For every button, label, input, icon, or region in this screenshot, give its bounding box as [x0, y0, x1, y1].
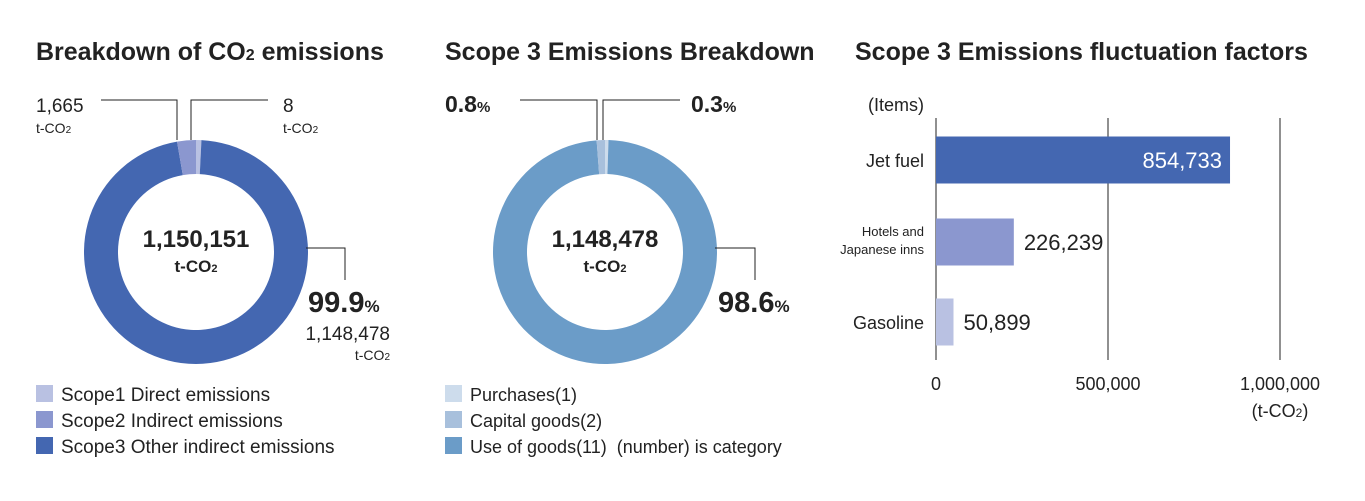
category-label: Gasoline: [853, 313, 924, 333]
slice-capital-goods: [596, 140, 605, 175]
chart2-title: Scope 3 Emissions Breakdown: [445, 38, 815, 66]
slice-purchases: [492, 140, 717, 365]
chart1-scope3-unit: t-CO2: [355, 347, 391, 363]
chart1-scope1-leader: [190, 99, 268, 140]
category-label: Japanese inns: [840, 242, 924, 257]
chart2-use-pct: 0.3%: [691, 91, 736, 117]
chart2-use-leader: [602, 99, 680, 140]
category-label: Jet fuel: [866, 151, 924, 171]
legend-label-purchases: Purchases(1): [470, 385, 577, 405]
chart1-scope2-leader: [101, 99, 178, 140]
bar-value-label: 50,899: [964, 310, 1031, 335]
x-tick-label: 500,000: [1075, 374, 1140, 394]
chart1-scope1-value: 8: [283, 96, 294, 117]
slice-use-of-goods: [605, 140, 609, 175]
x-tick-label: 0: [931, 374, 941, 394]
legend-swatch-scope1: [36, 385, 53, 402]
chart2-donut: [492, 140, 717, 365]
chart2-purchases-leader: [715, 247, 756, 280]
chart2-center-unit: t-CO2: [584, 257, 627, 276]
chart1-scope3-value: 1,148,478: [305, 324, 390, 345]
chart2-capital-leader: [520, 99, 598, 140]
slice-scope3: [84, 140, 309, 365]
legend-swatch-scope2: [36, 411, 53, 428]
slice-scope1: [196, 140, 202, 175]
chart2-capital-pct: 0.8%: [445, 91, 490, 117]
x-tick-label: 1,000,000: [1240, 374, 1320, 394]
chart3-plot: 0 500,000 1,000,000 854,733 Jet fuel 226,239 H…: [840, 118, 1320, 394]
legend-swatch-scope3: [36, 437, 53, 454]
chart1-scope3-leader: [306, 247, 346, 280]
legend-label-scope1: Scope1 Direct emissions: [61, 385, 270, 406]
legend-swatch-use-of-goods: [445, 437, 462, 454]
chart-scope3-breakdown: Scope 3 Emissions Breakdown 1,148,478 t-…: [445, 38, 815, 457]
slice-scope2: [177, 140, 196, 176]
legend-swatch-purchases: [445, 385, 462, 402]
chart-fluctuation-factors: Scope 3 Emissions fluctuation factors (I…: [840, 38, 1320, 421]
chart2-purchases-pct: 98.6%: [718, 287, 790, 319]
legend-label-use-of-goods: Use of goods(11) (number) is category: [470, 437, 782, 457]
legend-label-scope3: Scope3 Other indirect emissions: [61, 437, 335, 458]
bar-value-label: 226,239: [1024, 230, 1104, 255]
chart1-scope3-pct: 99.9%: [308, 287, 380, 319]
chart1-title: Breakdown of CO2 emissions: [36, 38, 384, 66]
legend-label-capital-goods: Capital goods(2): [470, 411, 602, 431]
chart3-title: Scope 3 Emissions fluctuation factors: [855, 38, 1308, 66]
chart3-y-axis-label: (Items): [868, 95, 924, 115]
chart-co2-breakdown: Breakdown of CO2 emissions 1,150,151 t-C…: [36, 38, 390, 458]
bar-value-label: 854,733: [1142, 148, 1222, 173]
legend-swatch-capital-goods: [445, 411, 462, 428]
bar: [936, 298, 954, 346]
category-label: Hotels and: [862, 224, 924, 239]
bar: [936, 136, 1231, 184]
chart1-donut: [84, 140, 309, 365]
legend-label-scope2: Scope2 Indirect emissions: [61, 411, 283, 432]
bar: [936, 218, 1014, 266]
chart1-scope2-value: 1,665: [36, 96, 84, 117]
chart1-center-unit: t-CO2: [175, 257, 218, 276]
chart2-legend: Purchases(1) Capital goods(2) Use of goo…: [445, 385, 782, 457]
chart2-center-value: 1,148,478: [552, 226, 659, 253]
chart1-scope1-unit: t-CO2: [283, 120, 319, 136]
chart1-legend: Scope1 Direct emissions Scope2 Indirect …: [36, 385, 335, 458]
chart1-scope2-unit: t-CO2: [36, 120, 72, 136]
chart1-center-value: 1,150,151: [143, 226, 250, 253]
chart3-x-axis-label: (t-CO2): [1252, 401, 1309, 421]
